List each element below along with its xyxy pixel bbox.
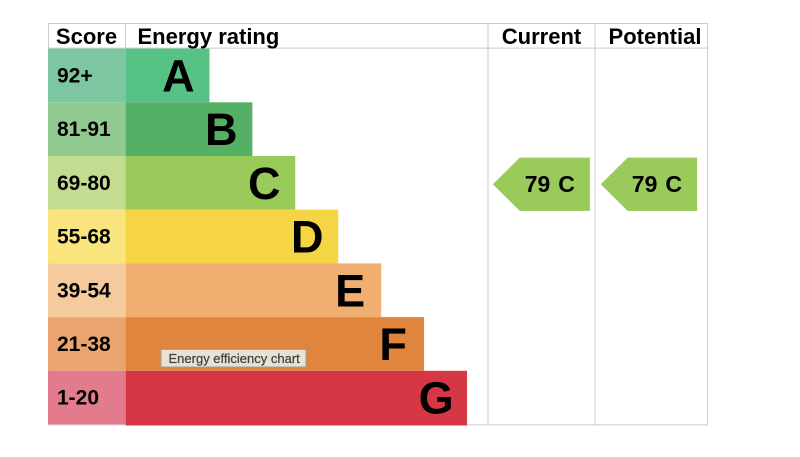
svg-text:G: G xyxy=(419,373,454,424)
svg-text:Current: Current xyxy=(502,24,582,49)
svg-text:A: A xyxy=(162,51,195,102)
svg-text:F: F xyxy=(379,319,407,370)
svg-text:69-80: 69-80 xyxy=(57,172,111,195)
svg-text:D: D xyxy=(291,212,324,263)
svg-text:B: B xyxy=(205,104,238,155)
svg-text:1-20: 1-20 xyxy=(57,387,99,410)
svg-text:79C: 79 C xyxy=(525,171,575,197)
svg-text:Energy rating: Energy rating xyxy=(138,24,280,49)
svg-text:92+: 92+ xyxy=(57,65,93,88)
svg-text:39-54: 39-54 xyxy=(57,279,111,302)
svg-text:Score: Score xyxy=(56,24,117,49)
svg-text:55-68: 55-68 xyxy=(57,226,111,249)
svg-text:79C: 79 C xyxy=(632,171,682,197)
svg-text:E: E xyxy=(335,265,365,316)
svg-text:21-38: 21-38 xyxy=(57,333,111,356)
svg-text:Potential: Potential xyxy=(609,24,702,49)
svg-text:Energy efficiency chart: Energy efficiency chart xyxy=(169,351,301,366)
svg-text:C: C xyxy=(248,158,281,209)
svg-text:81-91: 81-91 xyxy=(57,118,111,141)
